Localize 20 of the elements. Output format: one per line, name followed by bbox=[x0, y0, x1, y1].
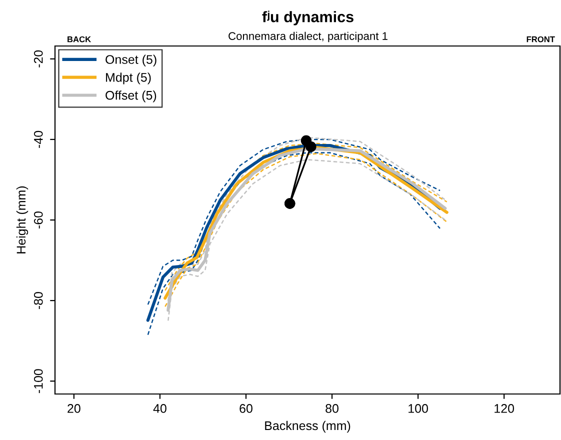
x-tick-label: 40 bbox=[153, 404, 166, 413]
y-axis-title: Height (mm) bbox=[16, 186, 28, 254]
legend-label: Onset (5) bbox=[106, 54, 156, 66]
x-tick-label: 120 bbox=[494, 404, 514, 413]
y-tick-label: -100 bbox=[34, 369, 43, 394]
chart-title: fʲu dynamics bbox=[262, 10, 354, 26]
y-tick-label: -60 bbox=[34, 211, 43, 228]
y-tick-label: -20 bbox=[34, 50, 43, 68]
x-tick-label: 60 bbox=[240, 404, 252, 413]
x-tick-label: 20 bbox=[68, 404, 80, 413]
legend-label: Offset (5) bbox=[106, 90, 156, 102]
text: BACK bbox=[68, 36, 91, 42]
chart-subtitle: Connemara dialect, participant 1 bbox=[228, 32, 388, 42]
x-tick-label: 80 bbox=[326, 404, 338, 413]
y-tick-label: -40 bbox=[34, 130, 43, 148]
text: FRONT bbox=[526, 36, 555, 42]
legend-label: Mdpt (5) bbox=[106, 72, 151, 84]
x-tick-label: 100 bbox=[408, 404, 428, 413]
x-axis-title: Backness (mm) bbox=[265, 420, 350, 433]
y-tick-label: -80 bbox=[34, 292, 43, 310]
